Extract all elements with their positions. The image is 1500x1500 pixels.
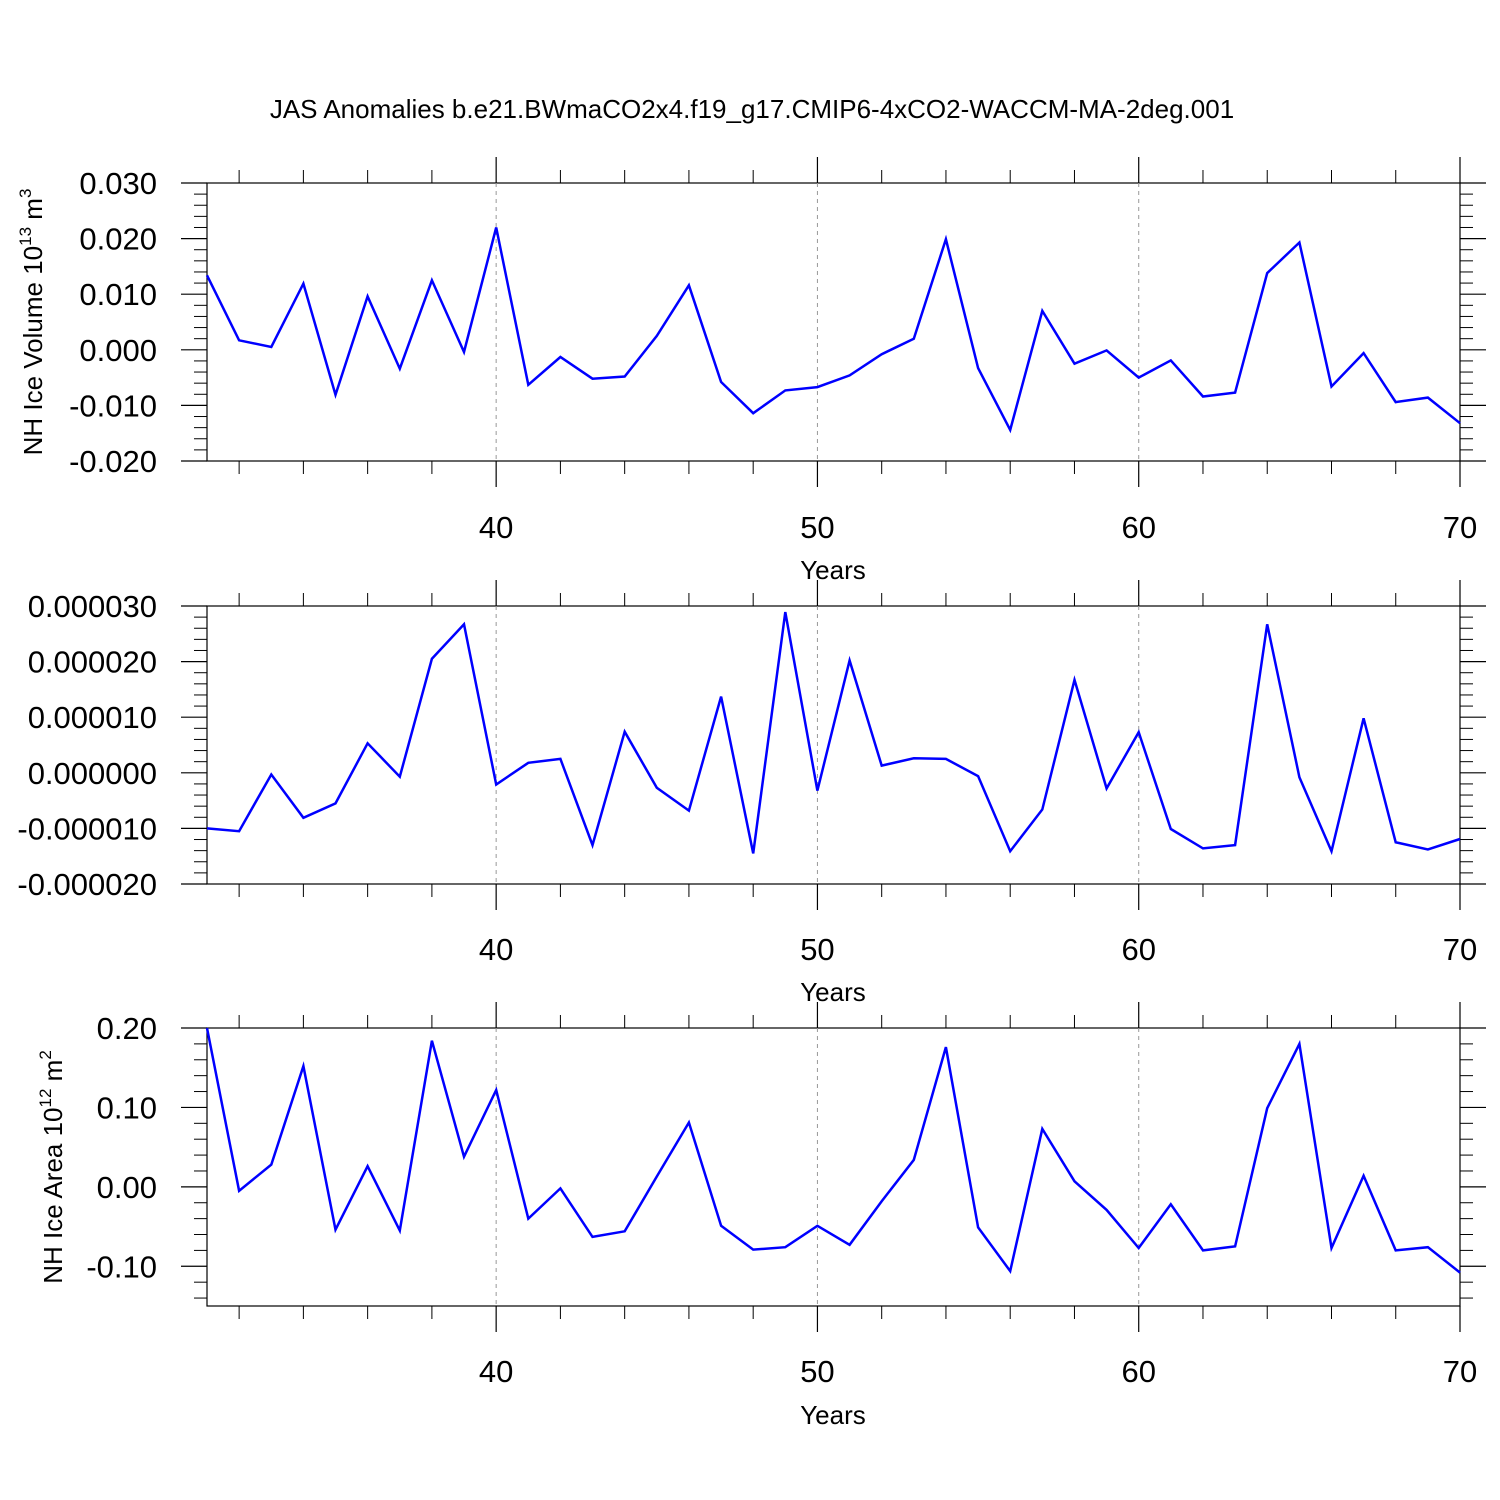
- x-tick-label: 40: [479, 932, 513, 967]
- chart-title: JAS Anomalies b.e21.BWmaCO2x4.f19_g17.CM…: [270, 94, 1234, 124]
- x-axis-title: Years: [800, 1400, 866, 1430]
- x-tick-label: 60: [1121, 510, 1155, 545]
- y-tick-label: 0.030: [79, 166, 157, 201]
- y-axis-title: NH Ice Area 1012 m2: [36, 1050, 68, 1284]
- x-tick-label: 60: [1121, 1354, 1155, 1389]
- y-tick-label: -0.10: [86, 1249, 157, 1284]
- y-tick-label: -0.020: [69, 444, 157, 479]
- y-tick-label: 0.000: [79, 333, 157, 368]
- x-tick-label: 70: [1443, 510, 1477, 545]
- series-line: [205, 1027, 1461, 1275]
- plot-frame: [206, 605, 1461, 885]
- y-tick-label: 0.20: [97, 1011, 157, 1046]
- x-tick-label: 70: [1443, 932, 1477, 967]
- series-line: [205, 227, 1461, 434]
- chart-panel-2: 40 50 60 70 Years -0.000020 -0.000010 0.000000 0…: [17, 580, 1486, 1007]
- x-tick-label: 40: [479, 510, 513, 545]
- y-tick-label: -0.000010: [17, 811, 157, 846]
- y-axis-title: NH Ice Volume 1013 m3: [16, 189, 48, 456]
- chart-panel-1: 40 50 60 70 Years -0.020 -0.010 0.000 0.010 0.020…: [16, 157, 1486, 585]
- x-tick-label: 50: [800, 932, 834, 967]
- x-axis-title: Years: [800, 977, 866, 1007]
- y-tick-label: -0.000020: [17, 867, 157, 902]
- series-line: [206, 611, 1461, 856]
- x-tick-label: 70: [1443, 1354, 1477, 1389]
- x-tick-label: 50: [800, 1354, 834, 1389]
- y-tick-label: 0.000010: [28, 700, 157, 735]
- y-tick-label: 0.010: [79, 277, 157, 312]
- x-tick-label: 50: [800, 510, 834, 545]
- plot-frame: [206, 1027, 1461, 1307]
- plot-frame: [206, 182, 1461, 462]
- y-tick-label: 0.000030: [28, 589, 157, 624]
- x-axis-title: Years: [800, 555, 866, 585]
- x-tick-label: 60: [1121, 932, 1155, 967]
- y-tick-label: 0.000020: [28, 645, 157, 680]
- x-tick-label: 40: [479, 1354, 513, 1389]
- chart-panel-3: 40 50 60 70 Years -0.10 0.00 0.10 0.20 NH Ice Are…: [36, 1002, 1486, 1430]
- y-tick-label: 0.000000: [28, 756, 157, 791]
- y-tick-label: 0.00: [97, 1170, 157, 1205]
- y-tick-label: -0.010: [69, 388, 157, 423]
- y-tick-label: 0.10: [97, 1090, 157, 1125]
- y-tick-label: 0.020: [79, 222, 157, 257]
